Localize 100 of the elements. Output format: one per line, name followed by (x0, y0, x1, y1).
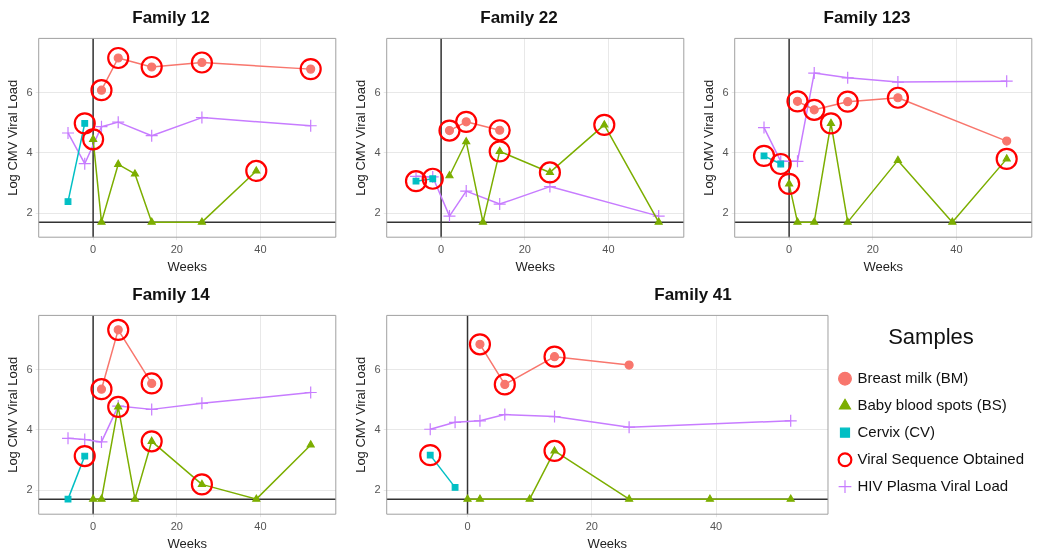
x-tick-label: 20 (170, 242, 183, 255)
point (89, 494, 98, 502)
x-tick-label: 40 (254, 519, 267, 532)
point (94, 120, 109, 134)
point (190, 51, 213, 74)
x-tick-label: 20 (585, 519, 598, 532)
y-axis-title: Log CMV Viral Load (5, 356, 21, 473)
point (807, 66, 821, 80)
point (995, 147, 1018, 170)
y-tick-label: 6 (722, 85, 729, 98)
x-tick-label: 20 (170, 519, 183, 532)
y-tick-label: 6 (374, 85, 381, 98)
point (306, 440, 315, 448)
x-tick-label: 20 (518, 242, 531, 255)
point (445, 171, 454, 179)
point (197, 217, 206, 225)
x-tick-label: 40 (602, 242, 615, 255)
point (64, 198, 72, 206)
point (419, 444, 442, 467)
y-axis-title: Log CMV Viral Load (701, 79, 717, 196)
point (468, 333, 492, 356)
point (543, 439, 566, 463)
x-axis-title: Weeks (587, 535, 628, 551)
x-tick-label: 0 (90, 242, 97, 255)
point (423, 422, 437, 436)
x-tick-label: 0 (786, 242, 793, 255)
point (130, 169, 140, 177)
point (451, 483, 459, 491)
point (90, 79, 113, 102)
point (107, 395, 130, 419)
point (459, 184, 473, 198)
point (111, 115, 125, 129)
point (245, 159, 268, 183)
point (107, 46, 130, 70)
point (61, 126, 75, 140)
point (843, 217, 852, 225)
y-axis-title: Log CMV Viral Load (353, 79, 369, 196)
y-tick-label: 2 (26, 206, 33, 219)
x-tick-label: 40 (950, 242, 963, 255)
point (543, 180, 557, 194)
point (107, 318, 130, 341)
point (438, 119, 461, 142)
point (145, 402, 159, 416)
point (803, 98, 826, 121)
point (61, 431, 75, 445)
point (195, 111, 209, 125)
point (498, 407, 512, 422)
point (195, 396, 209, 410)
point (64, 495, 72, 503)
point (1002, 136, 1012, 146)
point (836, 90, 859, 113)
legend-label: Cervix (CV) (857, 422, 935, 440)
y-axis-title: Log CMV Viral Load (353, 356, 369, 473)
point (769, 152, 792, 176)
x-tick-label: 20 (866, 242, 879, 255)
point (525, 494, 534, 502)
point (819, 112, 843, 135)
point (493, 197, 507, 211)
point (462, 137, 471, 145)
point (73, 444, 96, 468)
x-axis-title: Weeks (167, 258, 208, 274)
y-tick-label: 4 (374, 145, 381, 158)
point (786, 494, 795, 502)
point (78, 157, 92, 171)
y-axis-title: Log CMV Viral Load (5, 79, 21, 196)
chart-title: Family 22 (480, 7, 558, 27)
point (654, 217, 663, 225)
point (547, 410, 562, 424)
point (82, 128, 105, 151)
point (622, 420, 636, 434)
point (299, 58, 322, 81)
point (130, 494, 140, 502)
chart-title: Family 41 (654, 284, 732, 304)
point (488, 140, 511, 163)
point (778, 172, 801, 195)
point (543, 345, 566, 368)
y-tick-label: 4 (374, 422, 381, 435)
y-tick-label: 4 (26, 145, 33, 158)
x-tick-label: 40 (709, 519, 723, 532)
y-tick-label: 2 (722, 206, 729, 219)
point (94, 435, 109, 449)
point (73, 112, 96, 135)
point (463, 494, 472, 502)
point (948, 217, 957, 225)
legend-label: HIV Plasma Viral Load (857, 476, 1009, 494)
point (404, 170, 428, 193)
y-tick-label: 4 (26, 422, 33, 435)
x-tick-label: 0 (464, 519, 471, 532)
point (488, 119, 511, 142)
legend-label: Baby blood spots (BS) (857, 395, 1007, 413)
legend-label: Viral Sequence Obtained (857, 449, 1025, 467)
point (784, 414, 798, 428)
point (538, 161, 561, 184)
point (1000, 74, 1014, 88)
x-axis-title: Weeks (167, 535, 208, 551)
point (252, 494, 261, 502)
chart-title: Family 12 (132, 7, 210, 27)
point (114, 159, 123, 167)
x-tick-label: 0 (90, 519, 97, 532)
point (478, 217, 488, 225)
